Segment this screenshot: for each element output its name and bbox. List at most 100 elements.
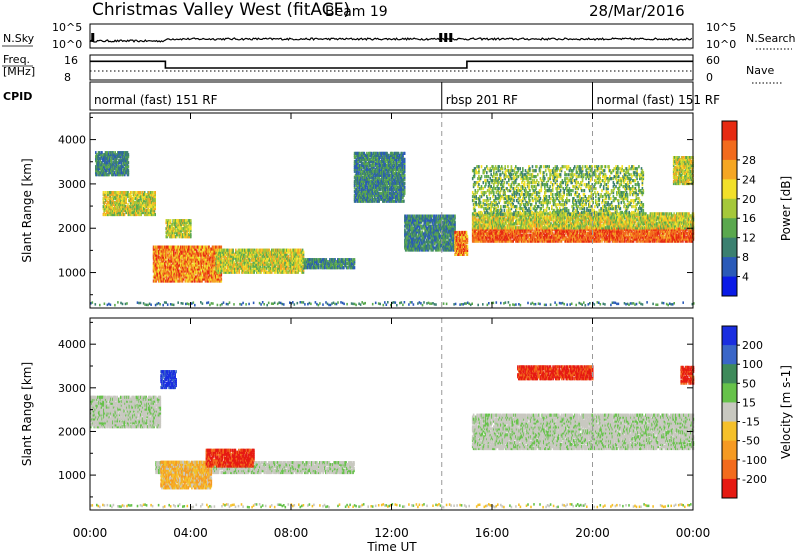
range-cell: [95, 163, 98, 167]
range-cell: [150, 195, 153, 199]
range-cell: [361, 153, 364, 157]
range-cell: [239, 258, 241, 262]
range-cell: [118, 208, 120, 213]
range-cell: [355, 191, 358, 195]
range-cell: [260, 262, 263, 266]
range-cell: [169, 247, 172, 251]
range-cell: [381, 181, 383, 185]
range-cell: [164, 269, 166, 273]
range-cell: [376, 183, 379, 187]
range-cell: [107, 205, 110, 209]
range-cell: [237, 250, 240, 254]
range-cell: [261, 252, 263, 256]
range-cell: [212, 255, 215, 259]
range-cell: [220, 268, 222, 272]
range-cell: [203, 257, 206, 261]
range-cell: [392, 169, 395, 173]
range-cell: [374, 191, 376, 195]
range-cell: [179, 227, 181, 231]
range-cell: [169, 261, 172, 265]
range-cell: [114, 161, 116, 165]
range-cell: [402, 153, 404, 157]
range-cell: [200, 265, 202, 269]
range-cell: [99, 153, 101, 157]
range-cell: [196, 245, 199, 249]
range-cell: [291, 256, 293, 260]
range-cell: [361, 185, 364, 189]
range-cell: [380, 195, 382, 199]
cpid-label: CPID: [3, 90, 32, 103]
range-cell: [367, 193, 369, 197]
range-cell: [418, 244, 420, 248]
range-cell: [401, 159, 403, 163]
range-cell: [157, 257, 159, 261]
range-cell: [353, 161, 356, 165]
range-cell: [124, 155, 126, 159]
range-cell: [137, 201, 140, 205]
range-cell: [143, 208, 145, 213]
range-cell: [154, 212, 156, 217]
range-cell: [392, 183, 395, 187]
range-cell: [174, 245, 177, 249]
range-cell: [139, 191, 142, 195]
range-cell: [214, 279, 216, 283]
range-cell: [194, 265, 196, 269]
range-cell: [401, 163, 403, 167]
range-cell: [388, 195, 390, 199]
range-cell: [397, 163, 400, 167]
range-cell: [386, 179, 388, 183]
range-cell: [181, 265, 184, 269]
range-cell: [157, 265, 159, 269]
range-cell: [404, 236, 407, 240]
range-cell: [368, 173, 371, 177]
range-cell: [170, 257, 172, 261]
range-cell: [380, 161, 382, 165]
range-cell: [371, 195, 373, 199]
range-cell: [297, 262, 299, 266]
range-cell: [116, 207, 119, 211]
range-cell: [204, 253, 207, 257]
range-cell: [216, 256, 219, 260]
range-cell: [396, 175, 398, 179]
range-cell: [232, 268, 234, 272]
range-cell: [142, 193, 144, 197]
range-cell: [220, 252, 223, 256]
range-cell: [179, 221, 181, 225]
range-cell: [396, 197, 398, 201]
range-cell: [377, 153, 380, 157]
range-cell: [106, 205, 108, 209]
range-cell: [257, 270, 260, 274]
range-cell: [374, 169, 377, 173]
range-cell: [117, 151, 119, 155]
range-cell: [249, 264, 252, 268]
range-cell: [101, 165, 103, 169]
range-cell: [242, 248, 244, 252]
range-cell: [249, 248, 251, 252]
range-cell: [229, 260, 232, 264]
range-cell: [171, 257, 173, 261]
range-cell: [406, 244, 409, 248]
range-cell: [181, 269, 183, 273]
range-cell: [256, 262, 258, 266]
range-cell: [268, 254, 270, 258]
range-cell: [367, 173, 370, 177]
range-cell: [139, 193, 142, 197]
range-cell: [245, 254, 248, 258]
range-cell: [188, 249, 190, 253]
range-cell: [240, 262, 242, 266]
range-cell: [179, 251, 181, 255]
range-cell: [106, 163, 109, 167]
range-cell: [372, 161, 374, 165]
range-cell: [358, 195, 360, 199]
range-cell: [234, 262, 236, 266]
range-cell: [168, 225, 171, 229]
range-cell: [322, 266, 324, 270]
range-cell: [275, 254, 277, 258]
range-cell: [155, 251, 158, 255]
range-cell: [111, 151, 114, 155]
range-cell: [171, 253, 173, 257]
range-cell: [381, 167, 383, 171]
range-cell: [211, 253, 214, 257]
range-cell: [104, 208, 106, 213]
range-cell: [367, 171, 370, 175]
